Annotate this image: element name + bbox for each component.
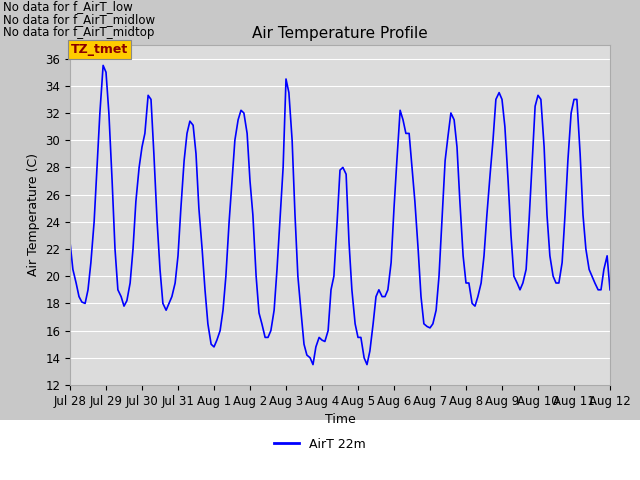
Title: Air Temperature Profile: Air Temperature Profile [252, 26, 428, 41]
X-axis label: Time: Time [324, 413, 355, 426]
Y-axis label: Air Temperature (C): Air Temperature (C) [27, 154, 40, 276]
Text: No data for f_AirT_midtop: No data for f_AirT_midtop [3, 26, 155, 39]
Text: No data for f_AirT_midlow: No data for f_AirT_midlow [3, 13, 156, 26]
Legend: AirT 22m: AirT 22m [269, 433, 371, 456]
Text: TZ_tmet: TZ_tmet [71, 43, 129, 56]
Text: No data for f_AirT_low: No data for f_AirT_low [3, 0, 133, 13]
